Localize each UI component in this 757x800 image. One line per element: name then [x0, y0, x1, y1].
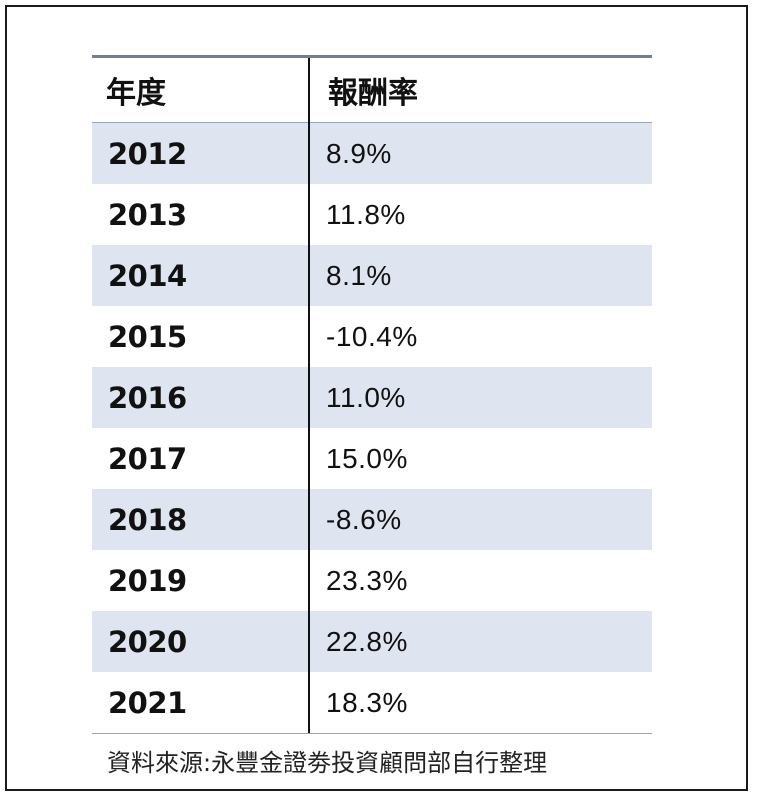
column-header-year: 年度 [106, 76, 166, 111]
year-cell: 2017 [108, 441, 187, 476]
return-cell: 8.9% [308, 122, 652, 184]
year-cell: 2018 [92, 489, 309, 550]
return-cell: 22.8% [308, 611, 652, 672]
year-cell: 2015 [108, 319, 187, 354]
return-cell: 11.0% [308, 367, 652, 428]
table-row: 2013 11.8% [92, 184, 652, 245]
return-cell: 23.3% [308, 550, 652, 611]
returns-table: 年度 報酬率 2012 8.9% 2013 11.8% 2014 8.1% [92, 58, 652, 733]
return-cell: -10.4% [308, 306, 652, 367]
table-row: 2019 23.3% [92, 550, 652, 611]
year-cell: 2014 [92, 245, 309, 306]
table-body: 2012 8.9% 2013 11.8% 2014 8.1% 2015 -10.… [92, 122, 652, 733]
returns-table-wrapper: 年度 報酬率 2012 8.9% 2013 11.8% 2014 8.1% [92, 55, 652, 734]
table-row: 2017 15.0% [92, 428, 652, 489]
source-note: 資料來源:永豐金證劵投資顧問部自行整理 [107, 749, 548, 777]
return-cell: 8.1% [308, 245, 652, 306]
year-cell: 2020 [92, 611, 309, 672]
year-cell: 2019 [108, 563, 187, 598]
year-cell: 2013 [108, 197, 187, 232]
table-bottom-rule [92, 733, 652, 734]
table-row: 2021 18.3% [92, 672, 652, 733]
year-cell: 2021 [108, 685, 187, 720]
table-row: 2020 22.8% [92, 611, 652, 672]
year-cell: 2012 [92, 122, 309, 184]
return-cell: 15.0% [308, 428, 652, 489]
table-row: 2015 -10.4% [92, 306, 652, 367]
return-cell: -8.6% [308, 489, 652, 550]
column-header-return: 報酬率 [308, 58, 652, 123]
table-row: 2014 8.1% [92, 245, 652, 306]
figure-frame: 年度 報酬率 2012 8.9% 2013 11.8% 2014 8.1% [5, 5, 748, 791]
table-top-rule [92, 55, 652, 58]
return-cell: 18.3% [308, 672, 652, 733]
year-cell: 2016 [92, 367, 309, 428]
return-cell: 11.8% [308, 184, 652, 245]
table-header-row: 年度 報酬率 [92, 58, 652, 123]
table-row: 2018 -8.6% [92, 489, 652, 550]
table-row: 2016 11.0% [92, 367, 652, 428]
table-row: 2012 8.9% [92, 122, 652, 184]
